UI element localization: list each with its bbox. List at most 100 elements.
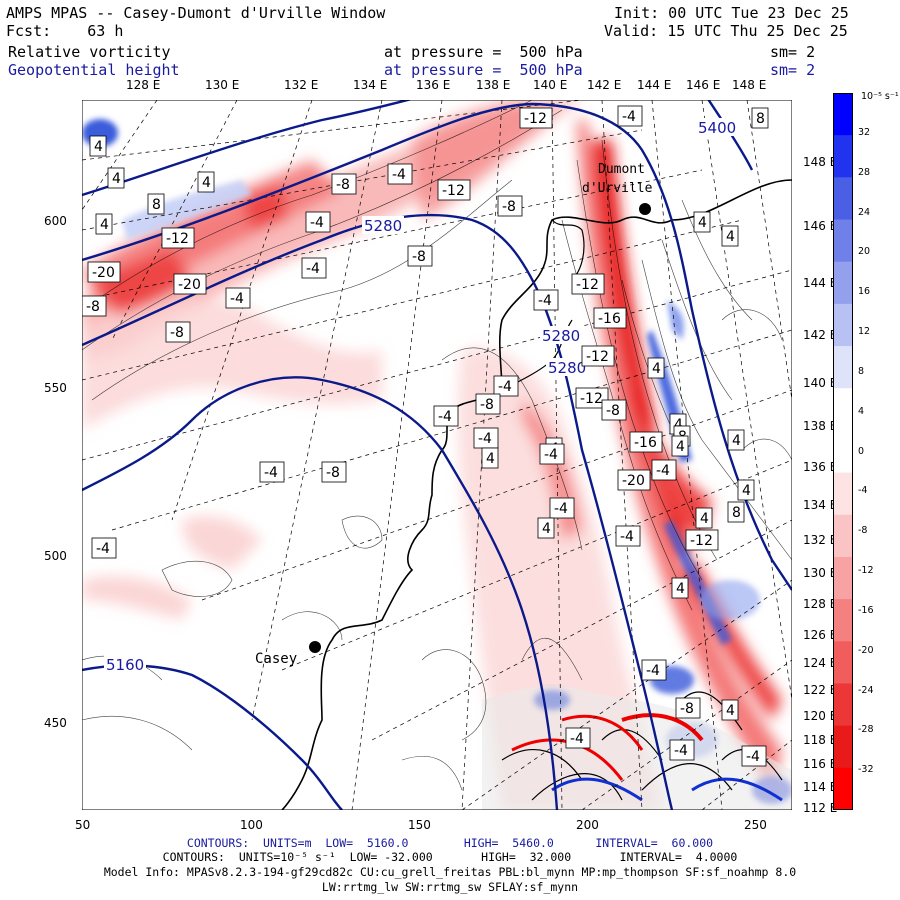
vorticity-label-box [617,105,643,127]
vorticity-label: 4 [676,439,685,455]
vorticity-label-box [721,699,739,721]
field1-name: Relative vorticity [8,43,171,61]
vorticity-label-box [737,479,755,501]
vorticity-label-box [671,435,689,457]
valid-time: Valid: 15 UTC Thu 25 Dec 25 [604,22,848,40]
colorbar-swatch [833,346,853,389]
vorticity-label: 4 [202,175,211,191]
colorbar-swatch [833,683,853,727]
lon-label: 136 E [416,78,451,92]
height-label: 5280 [548,359,586,377]
vorticity-label-box [651,459,677,481]
height-label: 5280 [542,327,580,345]
vorticity-label-box [305,211,331,233]
vorticity-label: -20 [178,277,201,293]
right-label: 136 E [803,460,838,474]
vorticity-label-box [161,227,195,249]
vorticity-label-box [165,321,191,343]
colorbar-swatch [833,472,853,516]
vorticity-label-box [693,211,711,233]
vorticity-label-box [581,345,615,367]
vorticity-label: -4 [264,465,278,481]
lon-label: 138 E [476,78,511,92]
vorticity-label: -4 [538,293,552,309]
colorbar-tick-label: 4 [858,405,865,417]
casey-station-marker [309,641,321,653]
vorticity-label: -20 [92,265,115,281]
lon-label: 132 E [284,78,319,92]
vorticity-label-box [497,195,523,217]
vorticity-label: -12 [524,111,547,127]
lon-label: 146 E [686,78,721,92]
vorticity-label-box [107,167,125,189]
colorbar-tick-label: 16 [858,286,871,298]
vorticity-label: 4 [542,521,551,537]
lon-label: 142 E [587,78,622,92]
colorbar-tick-label: -20 [858,644,874,656]
right-label: 114 E [803,780,838,794]
right-label: 134 E [803,498,838,512]
vorticity-label-box [671,577,689,599]
colorbar-units: 10⁻⁵ s⁻¹ [861,91,899,102]
vorticity-label-box [433,405,459,427]
colorbar-swatch [833,767,853,810]
vorticity-label-box [721,225,739,247]
vorticity-label-box [225,287,251,309]
vorticity-label: -4 [622,109,636,125]
field1-level: at pressure = 500 hPa [384,43,583,61]
vorticity-label: 4 [100,217,109,233]
colorbar-tick-label: 32 [858,126,871,138]
x-tick: 250 [744,818,767,832]
colorbar-swatch [833,641,853,684]
right-label: 132 E [803,533,838,547]
vorticity-label: 4 [726,229,735,245]
vorticity-label-box [475,393,501,415]
lon-label: 148 E [732,78,767,92]
vorticity-label-box [147,193,165,215]
dumont-durville-station-marker [639,203,651,215]
vorticity-label-box [82,295,107,317]
vorticity-label: -4 [620,529,634,545]
colorbar-tick-label: -12 [858,565,874,576]
vorticity-label-box [669,739,695,761]
colorbar-tick-label: 20 [858,246,871,258]
colorbar [833,93,853,810]
vorticity-label: 4 [700,511,709,527]
colorbar-tick-label: 24 [858,206,871,218]
vorticity-label-box [519,107,553,129]
colorbar-swatch [833,514,853,558]
vorticity-label-box [549,497,575,519]
colorbar-swatch [833,388,853,431]
height-label: 5280 [364,217,402,235]
colorbar-tick-label: -24 [858,684,874,696]
vorticity-label: -12 [166,231,189,247]
colorbar-tick-label: 8 [858,365,865,377]
map-panel: Casey Dumont d'Urville 5400 5280 5280 52… [82,100,792,810]
vorticity-label-box [493,375,519,397]
vorticity-label-box [173,273,207,295]
colorbar-swatch [833,725,853,769]
vorticity-label-box [259,461,285,483]
vorticity-label: -8 [606,403,620,419]
x-tick: 100 [240,818,263,832]
vorticity-label-box [331,173,357,195]
lon-label: 144 E [637,78,672,92]
model-title: AMPS MPAS -- Casey-Dumont d'Urville Wind… [6,4,386,22]
y-tick: 550 [44,381,67,395]
colorbar-tick-label: 0 [858,445,865,457]
vorticity-label-box [481,447,499,469]
vorticity-label: 4 [94,139,103,155]
dumont-label-line2: d'Urville [582,181,653,196]
vorticity-label: 4 [726,703,735,719]
lon-label: 130 E [205,78,240,92]
casey-label: Casey [255,651,297,667]
vorticity-label-box [675,697,701,719]
vorticity-label: -4 [656,463,670,479]
lon-label: 134 E [353,78,388,92]
vorticity-label: -4 [570,731,584,747]
height-label: 5160 [106,656,144,674]
vorticity-label-box [407,245,433,267]
colorbar-tick-label: -16 [858,604,874,616]
vorticity-label-box [437,179,471,201]
right-label: 146 E [803,219,838,233]
